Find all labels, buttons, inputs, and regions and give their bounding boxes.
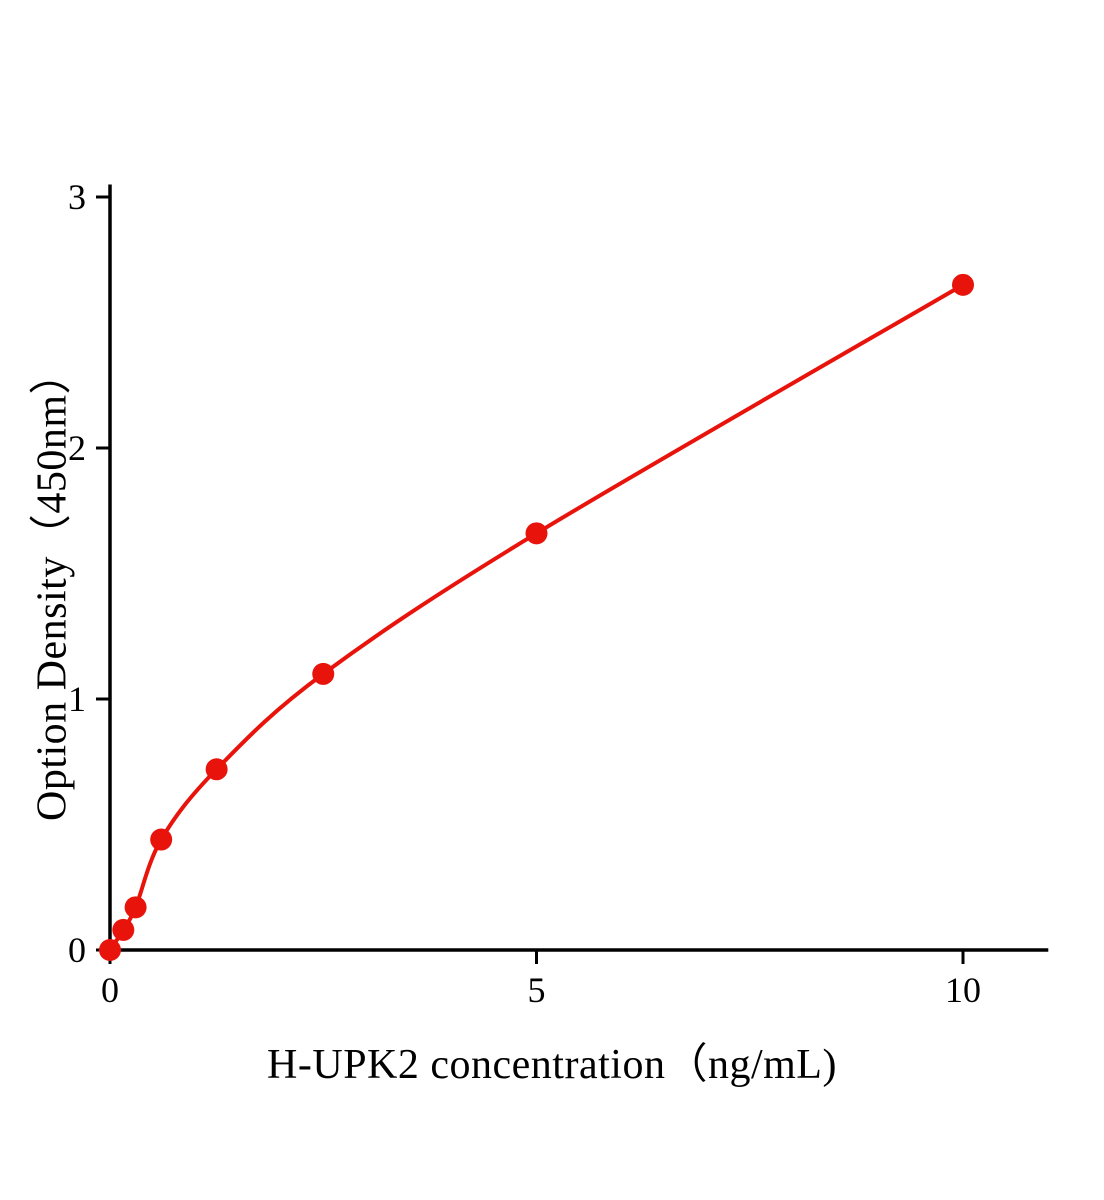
y-axis-label: Option Density（450nm） (29, 352, 76, 821)
data-point (205, 758, 228, 781)
data-point (124, 896, 147, 919)
x-tick-label: 10 (945, 970, 981, 1010)
data-point (112, 918, 135, 941)
x-tick-label: 5 (528, 970, 546, 1010)
fit-curve (108, 282, 965, 952)
data-point (952, 273, 974, 296)
data-point (525, 522, 548, 545)
data-point (99, 939, 121, 961)
y-tick-label: 3 (68, 177, 86, 217)
data-point (312, 662, 335, 685)
data-point (150, 828, 173, 851)
x-axis-label: H-UPK2 concentration（ng/mL) (267, 1042, 837, 1088)
y-tick-label: 1 (68, 679, 86, 719)
y-tick-label: 2 (68, 428, 86, 468)
x-tick-label: 0 (101, 970, 119, 1010)
y-tick-label: 0 (68, 930, 86, 970)
